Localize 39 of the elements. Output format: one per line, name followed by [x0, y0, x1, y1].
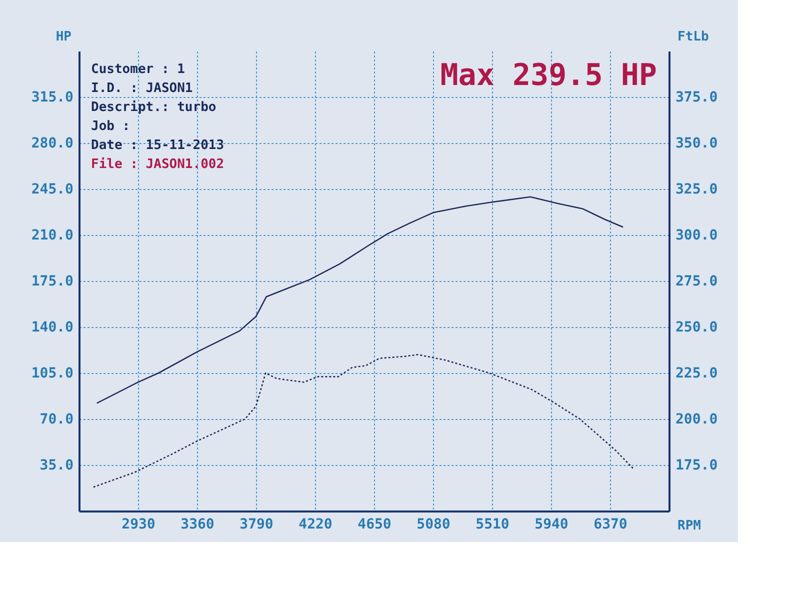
y2-tick-label: 200.0	[676, 412, 718, 428]
y2-tick-label: 275.0	[676, 274, 718, 290]
y2-tick-label: 300.0	[676, 228, 718, 244]
y-axis-title: HP	[56, 30, 72, 44]
x-tick-label: 5510	[476, 516, 510, 532]
line-series	[92, 354, 634, 488]
y-tick-label: 105.0	[31, 366, 74, 382]
annotation: Customer : 1	[91, 62, 186, 77]
x-tick-label: 5940	[534, 516, 568, 532]
y2-tick-label: 250.0	[676, 320, 718, 336]
y-tick-label: 175.0	[31, 274, 74, 290]
annotation: Max 239.5 HP	[440, 58, 657, 93]
x-axis-title: RPM	[678, 518, 702, 534]
y2-tick-label: 225.0	[676, 366, 718, 382]
x-tick-label: 6370	[594, 516, 628, 532]
y-tick-label: 210.0	[31, 228, 74, 244]
annotation: I.D. : JASON1	[91, 81, 193, 96]
x-tick-label: 4220	[298, 516, 332, 532]
x-tick-label: 2930	[122, 516, 156, 532]
x-tick-label: 4650	[358, 516, 392, 532]
y-tick-label: 35.0	[40, 458, 74, 474]
annotation: File : JASON1.002	[91, 157, 224, 172]
annotation: Descript.: turbo	[91, 100, 216, 115]
annotation: Date : 15-11-2013	[91, 138, 224, 153]
y-tick-label: 245.0	[31, 182, 74, 198]
y2-tick-label: 350.0	[676, 136, 718, 152]
y2-tick-label: 375.0	[676, 90, 718, 106]
line-series	[96, 196, 624, 404]
x-tick-label: 3360	[180, 516, 214, 532]
y-tick-label: 140.0	[31, 320, 74, 336]
annotation: Job :	[91, 119, 130, 134]
y2-axis-title: FtLb	[678, 30, 709, 44]
x-tick-label: 3790	[240, 516, 274, 532]
y-tick-label: 315.0	[31, 90, 74, 106]
x-tick-label: 5080	[416, 516, 450, 532]
y-tick-label: 70.0	[40, 412, 74, 428]
y2-tick-label: 175.0	[676, 458, 718, 474]
y2-tick-label: 325.0	[676, 182, 718, 198]
y-tick-label: 280.0	[31, 136, 74, 152]
